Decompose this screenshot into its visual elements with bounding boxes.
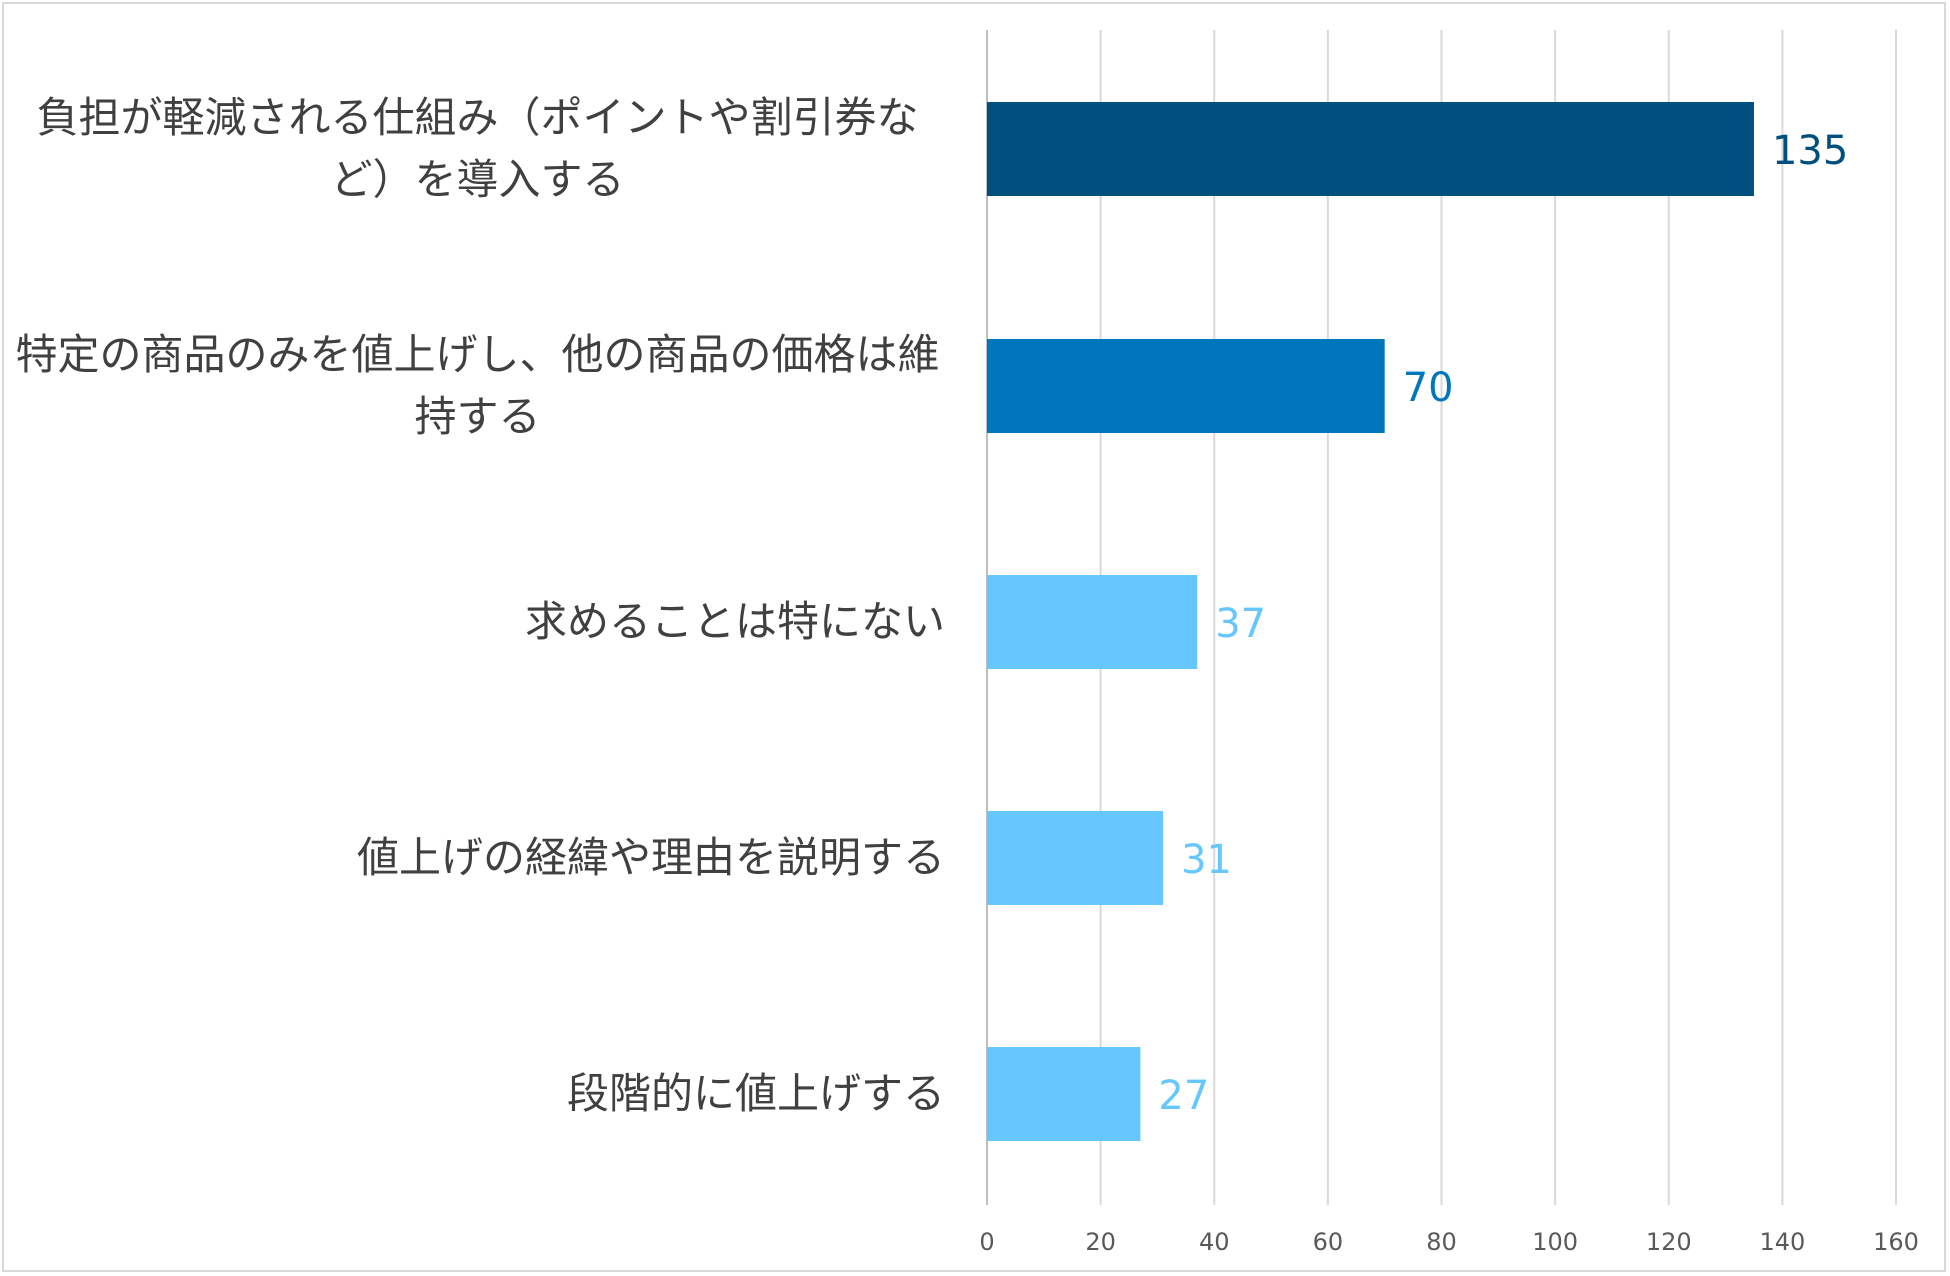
bar — [987, 339, 1385, 433]
x-tick-label: 0 — [979, 1228, 994, 1256]
bar — [987, 575, 1198, 669]
bar-value-label: 135 — [1772, 128, 1848, 174]
x-tick-label: 40 — [1199, 1228, 1230, 1256]
category-label: 特定の商品のみを値上げし、他の商品の価格は維持する — [15, 330, 940, 441]
bar-value-label: 37 — [1215, 601, 1266, 647]
bar-value-label: 31 — [1181, 837, 1232, 883]
bar-value-label: 70 — [1403, 365, 1454, 411]
x-tick-label: 120 — [1646, 1228, 1692, 1256]
bar — [987, 102, 1754, 196]
value-labels: 135 70 37 31 27 — [1158, 128, 1848, 1119]
gridlines — [986, 30, 1897, 1205]
x-tick-label: 140 — [1759, 1228, 1805, 1256]
x-tick-label: 100 — [1532, 1228, 1578, 1256]
category-label: 値上げの経緯や理由を説明する — [356, 833, 945, 882]
category-label: 負担が軽減される仕組み（ポイントや割引券など）を導入する — [36, 93, 919, 204]
bar — [987, 1047, 1141, 1141]
x-tick-label: 20 — [1085, 1228, 1116, 1256]
category-label: 段階的に値上げする — [566, 1069, 945, 1118]
bar — [987, 811, 1164, 905]
bar-value-label: 27 — [1158, 1073, 1209, 1119]
x-tick-label: 80 — [1426, 1228, 1457, 1256]
category-label: 求めることは特にない — [524, 597, 945, 646]
x-tick-labels: 0 20 40 60 80 100 120 140 160 — [979, 1228, 1919, 1256]
bars — [987, 102, 1754, 1141]
x-tick-label: 160 — [1873, 1228, 1919, 1256]
x-tick-label: 60 — [1313, 1228, 1344, 1256]
